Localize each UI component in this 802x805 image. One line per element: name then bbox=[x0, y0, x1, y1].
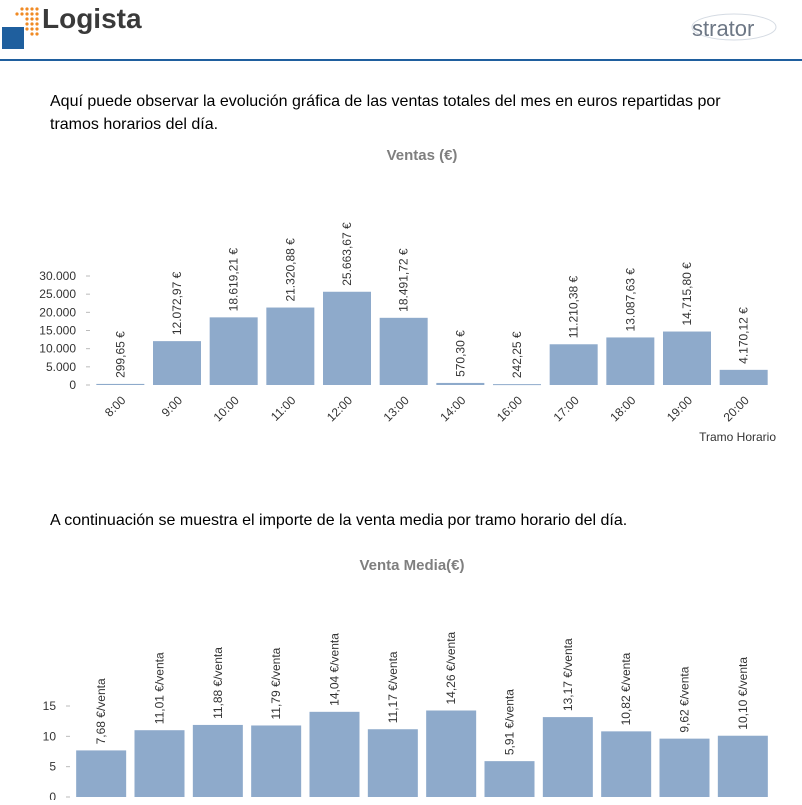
data-label: 12.072,97 € bbox=[170, 271, 184, 335]
x-tick-label: 14:00 bbox=[437, 393, 468, 424]
y-tick-label: 10 bbox=[43, 729, 57, 743]
y-tick-label: 15.000 bbox=[39, 324, 76, 338]
bar bbox=[542, 717, 593, 797]
data-label: 14,26 €/venta bbox=[444, 631, 458, 704]
bar bbox=[134, 730, 185, 797]
data-label: 242,25 € bbox=[510, 331, 524, 378]
data-label: 10,82 €/venta bbox=[619, 652, 633, 725]
x-tick-label: 12:00 bbox=[324, 393, 355, 424]
data-label: 299,65 € bbox=[113, 331, 127, 378]
bar bbox=[493, 384, 541, 386]
bar bbox=[717, 735, 768, 797]
bar bbox=[192, 724, 243, 797]
bar bbox=[96, 383, 145, 385]
y-tick-label: 5.000 bbox=[46, 360, 76, 374]
logo-icon bbox=[2, 7, 39, 49]
x-tick-label: 19:00 bbox=[664, 393, 695, 424]
x-tick-label: 17:00 bbox=[551, 393, 582, 424]
data-label: 11,01 €/venta bbox=[153, 652, 167, 724]
logo-text: Logista bbox=[42, 3, 142, 34]
y-tick-label: 10.000 bbox=[39, 342, 76, 356]
bar bbox=[719, 369, 768, 385]
data-label: 570,30 € bbox=[453, 330, 467, 377]
brand-text: strator bbox=[692, 16, 754, 41]
x-tick-label: 18:00 bbox=[607, 393, 638, 424]
x-tick-label: 8:00 bbox=[102, 393, 129, 420]
chart-title: Ventas (€) bbox=[387, 147, 458, 164]
data-label: 13.087,63 € bbox=[623, 268, 637, 332]
data-label: 25.663,67 € bbox=[340, 222, 354, 286]
bar bbox=[76, 750, 127, 797]
y-tick-label: 20.000 bbox=[39, 305, 76, 319]
y-tick-label: 0 bbox=[69, 378, 76, 392]
paragraph-box: Aquí puede observar la evolución gráfica… bbox=[50, 93, 721, 133]
bar bbox=[309, 711, 360, 797]
data-label: 21.320,88 € bbox=[283, 238, 297, 302]
brand-swoosh bbox=[691, 13, 777, 41]
data-label: 11.210,38 € bbox=[567, 275, 581, 338]
bar bbox=[266, 307, 315, 385]
data-label: 18.491,72 € bbox=[397, 248, 411, 312]
y-tick-label: 30.000 bbox=[39, 269, 76, 283]
x-tick-label: 20:00 bbox=[721, 393, 752, 424]
bar bbox=[323, 291, 371, 385]
data-label: 5,91 €/venta bbox=[503, 689, 517, 755]
bar bbox=[209, 317, 258, 385]
bar bbox=[367, 729, 418, 797]
data-label: 10,10 €/venta bbox=[736, 657, 750, 730]
paragraph: A continuación se muestra el importe de … bbox=[50, 512, 628, 529]
y-tick-label: 0 bbox=[49, 790, 56, 800]
data-label: 11,79 €/venta bbox=[269, 647, 283, 719]
bar bbox=[663, 331, 711, 385]
x-tick-label: 9:00 bbox=[159, 393, 186, 420]
x-axis-label: Tramo Horario bbox=[699, 430, 776, 444]
bar bbox=[379, 317, 428, 385]
bar bbox=[484, 761, 535, 797]
data-label: 13,17 €/venta bbox=[561, 638, 575, 711]
bar bbox=[549, 344, 598, 385]
data-label: 7,68 €/venta bbox=[94, 678, 108, 744]
x-tick-label: 16:00 bbox=[494, 393, 525, 424]
bar bbox=[601, 731, 652, 797]
x-tick-label: 11:00 bbox=[268, 393, 299, 424]
data-label: 4.170,12 € bbox=[737, 307, 751, 364]
bar bbox=[251, 725, 302, 797]
y-tick-label: 5 bbox=[49, 760, 56, 774]
data-label: 11,88 €/venta bbox=[211, 647, 225, 719]
bar bbox=[606, 337, 655, 385]
chart-title: Venta Media(€) bbox=[359, 557, 464, 574]
paragraph: Aquí puede observar la evolución gráfica… bbox=[50, 93, 721, 133]
x-tick-label: 10:00 bbox=[211, 393, 242, 424]
data-label: 11,17 €/venta bbox=[386, 651, 400, 723]
bar bbox=[659, 738, 710, 797]
bar bbox=[153, 341, 201, 385]
bar bbox=[426, 710, 477, 797]
bar bbox=[436, 382, 485, 385]
data-label: 14,04 €/venta bbox=[328, 633, 342, 706]
paragraph-box: A continuación se muestra el importe de … bbox=[50, 512, 628, 529]
data-label: 9,62 €/venta bbox=[678, 666, 692, 732]
data-label: 18.619,21 € bbox=[227, 248, 241, 312]
data-label: 14.715,80 € bbox=[680, 262, 694, 326]
x-tick-label: 13:00 bbox=[381, 393, 412, 424]
y-tick-label: 25.000 bbox=[39, 287, 76, 301]
y-tick-label: 15 bbox=[43, 699, 57, 713]
